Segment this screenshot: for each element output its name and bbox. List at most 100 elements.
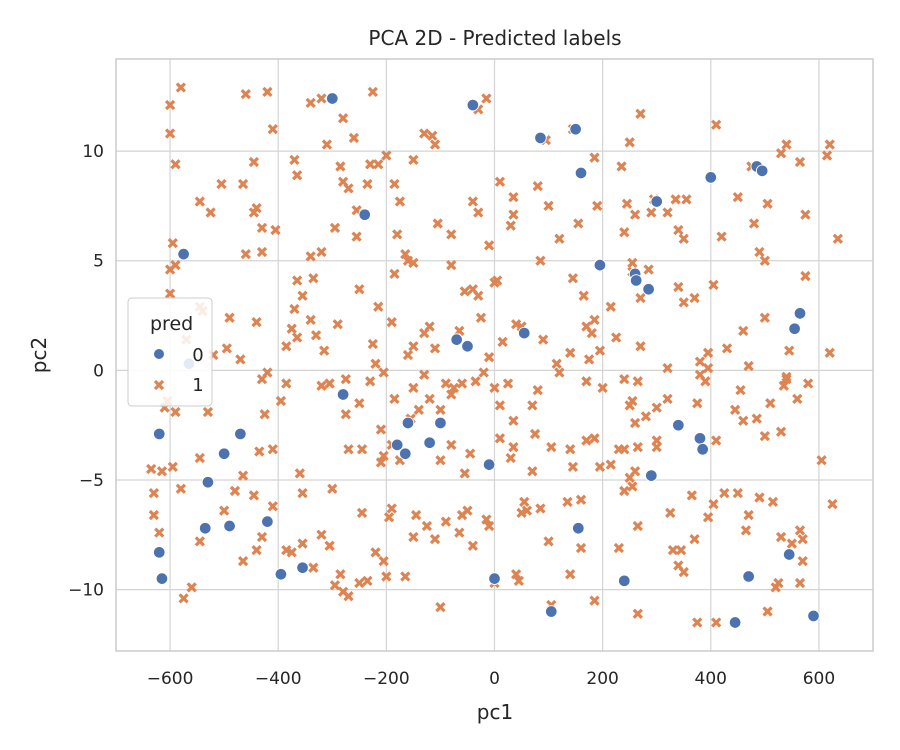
legend-marker-0 [153,348,165,360]
data-point-pred-1 [321,139,333,150]
data-point-pred-1 [632,376,643,387]
data-point-pred-1 [316,380,327,391]
data-point-pred-1 [505,452,516,464]
data-point-pred-0 [545,605,558,618]
data-point-pred-1 [335,569,346,580]
data-point-pred-1 [662,363,673,374]
data-point-pred-1 [446,259,457,271]
data-point-pred-1 [732,488,743,499]
data-point-pred-1 [459,286,470,297]
data-point-pred-1 [375,424,387,435]
data-point-pred-1 [286,547,297,558]
data-point-pred-1 [297,538,308,549]
data-point-pred-1 [394,196,406,207]
data-point-pred-0 [618,574,631,588]
plot-frame [115,58,874,652]
data-point-pred-1 [478,367,489,378]
data-point-pred-1 [483,520,495,532]
data-point-pred-1 [627,257,638,269]
data-point-pred-1 [759,312,770,323]
data-point-pred-1 [784,345,795,356]
data-point-pred-1 [527,400,538,411]
data-point-pred-1 [702,512,714,523]
data-point-pred-0 [153,427,166,441]
data-point-pred-1 [589,314,600,326]
data-point-pred-1 [651,435,662,446]
data-point-pred-1 [221,343,232,354]
data-point-pred-1 [354,577,365,589]
data-point-pred-1 [235,354,246,365]
data-point-pred-1 [329,222,341,233]
data-point-pred-1 [502,378,514,389]
data-point-pred-1 [721,343,733,354]
legend-label-0: 0 [192,345,203,366]
data-point-pred-1 [708,279,719,290]
data-point-pred-1 [629,417,641,429]
data-point-pred-1 [237,555,249,567]
data-point-pred-1 [467,540,479,551]
data-point-pred-1 [389,268,400,280]
data-point-pred-1 [616,161,627,172]
data-point-pred-1 [578,290,589,301]
data-point-pred-1 [456,509,468,521]
data-point-pred-0 [696,443,709,456]
data-point-pred-1 [754,492,765,503]
data-point-pred-1 [765,398,776,409]
data-point-pred-1 [467,284,479,295]
data-point-pred-1 [240,249,251,260]
data-point-pred-1 [219,505,230,516]
data-point-pred-1 [381,571,392,582]
data-point-pred-1 [754,246,765,258]
data-point-pred-0 [234,427,247,441]
chart-title: PCA 2D - Predicted labels [368,26,621,50]
data-point-pred-0 [534,131,547,145]
data-point-pred-1 [821,150,833,161]
data-point-pred-1 [435,602,446,613]
data-point-pred-1 [613,542,624,554]
data-point-pred-0 [593,258,607,272]
data-point-pred-1 [565,569,576,580]
data-point-pred-1 [532,181,543,192]
data-point-pred-0 [466,98,480,112]
data-point-pred-1 [619,485,630,497]
data-point-pred-1 [775,426,787,437]
data-point-pred-1 [205,207,216,218]
data-point-pred-1 [619,227,630,238]
data-point-pred-1 [738,325,749,337]
data-point-pred-1 [292,332,303,343]
data-point-pred-0 [450,333,463,346]
data-point-pred-0 [807,609,820,623]
data-point-pred-1 [611,332,622,343]
y-axis-label: pc2 [27,337,51,373]
data-point-pred-1 [473,207,484,218]
data-point-pred-1 [716,231,727,242]
data-point-pred-1 [675,545,687,556]
data-point-pred-1 [337,113,349,124]
data-point-pred-1 [186,582,197,593]
data-point-pred-1 [824,347,835,358]
data-point-pred-1 [297,488,308,499]
data-point-pred-1 [827,498,838,510]
data-point-pred-1 [583,354,595,365]
data-point-pred-1 [619,444,630,455]
data-point-pred-1 [148,488,159,499]
data-point-pred-1 [381,150,392,161]
data-point-pred-1 [254,446,265,457]
data-point-pred-1 [738,415,749,426]
data-point-pred-0 [574,166,588,180]
data-point-pred-1 [216,178,227,190]
data-point-pred-1 [421,520,433,532]
y-tick-label: 10 [82,142,104,162]
data-point-pred-1 [519,496,530,508]
data-point-pred-1 [632,441,643,453]
data-point-pred-1 [148,509,159,521]
data-point-pred-1 [392,229,403,240]
data-point-pred-1 [251,545,262,556]
data-point-pred-1 [297,290,308,301]
data-point-pred-1 [494,400,506,411]
data-point-pred-1 [348,132,360,144]
data-point-pred-1 [621,198,633,209]
data-point-pred-1 [508,192,519,203]
data-point-pred-0 [482,458,496,471]
data-point-pred-0 [645,469,658,482]
